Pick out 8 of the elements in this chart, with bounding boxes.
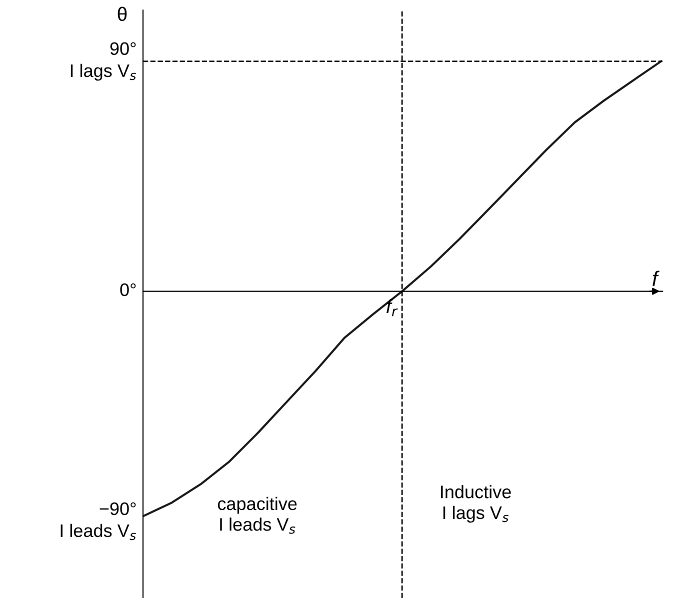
x-axis-title: f — [652, 270, 660, 286]
y-axis-title: θ — [118, 6, 127, 22]
y-tick-label: −90° I leads V$_{s}$ — [60, 502, 136, 540]
x-tick-label: f$_{r}$ — [386, 298, 398, 316]
annotation: capacitive I leads V$_{s}$ — [218, 496, 297, 534]
y-tick-label: 0° — [120, 283, 136, 296]
annotation: Inductive I lags V$_{s}$ — [441, 485, 511, 523]
y-tick-label: 90° I lags V$_{s}$ — [70, 42, 136, 81]
